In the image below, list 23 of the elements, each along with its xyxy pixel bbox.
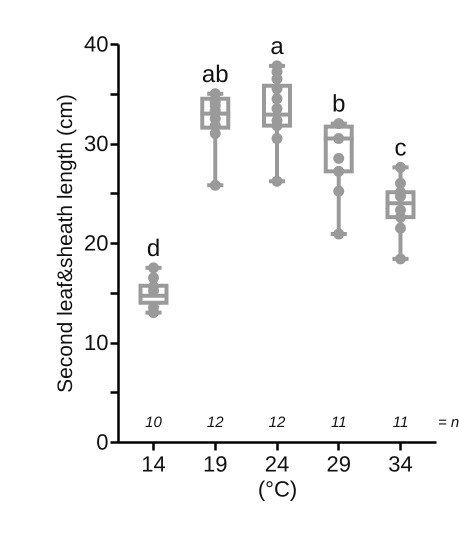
x-tick-label: 14 (141, 452, 166, 476)
text: = n (438, 414, 459, 431)
x-axis-title: (°C) (258, 476, 298, 502)
annotation: 12 (206, 414, 224, 431)
y-tick-label: 0 (96, 430, 108, 454)
annotation: b (332, 90, 346, 118)
x-tick-label: 34 (388, 452, 413, 476)
x-tick-label: 24 (264, 452, 290, 476)
annotation: c (394, 134, 406, 162)
annotation: d (146, 234, 160, 262)
annotation: 11 (392, 414, 408, 431)
annotation: 12 (268, 414, 286, 431)
x-tick-label: 29 (326, 452, 351, 476)
annotation: a (270, 32, 284, 60)
y-tick-label: 30 (84, 131, 108, 156)
annotation: 10 (145, 414, 163, 431)
annotation: ab (202, 60, 229, 88)
y-tick-label: 10 (84, 330, 108, 355)
y-tick-label: 40 (84, 32, 108, 56)
x-tick-label: 19 (203, 452, 228, 476)
annotation: 11 (330, 414, 347, 431)
y-tick-label: 20 (84, 230, 108, 256)
y-axis-title: Second leaf&sheath length (cm) (54, 94, 78, 393)
